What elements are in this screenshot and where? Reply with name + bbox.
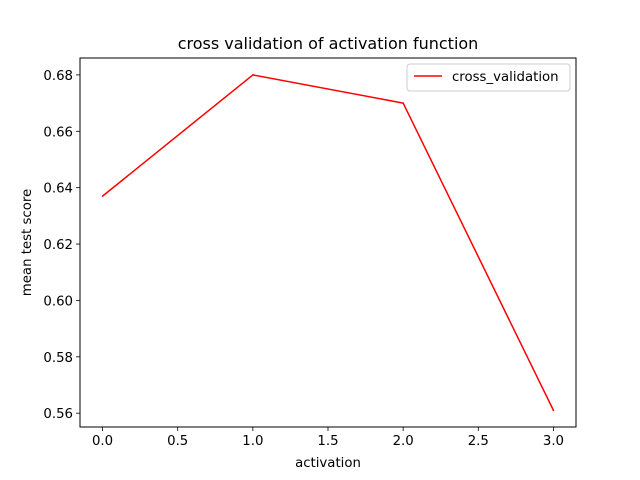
y-tick-label: 0.58 xyxy=(43,351,73,366)
y-tick-label: 0.68 xyxy=(43,69,73,84)
x-tick-label: 3.0 xyxy=(543,434,564,449)
x-tick-label: 1.0 xyxy=(242,434,263,449)
legend: cross_validation xyxy=(406,63,571,92)
legend-label: cross_validation xyxy=(452,70,559,85)
y-tick-label: 0.60 xyxy=(43,294,73,309)
y-axis: 0.56 0.58 0.60 0.62 0.64 0.66 0.68 xyxy=(43,69,80,422)
y-tick-label: 0.66 xyxy=(43,125,73,140)
data-point xyxy=(252,74,254,76)
data-point xyxy=(402,102,404,104)
data-point xyxy=(101,195,104,197)
chart-title: cross validation of activation function xyxy=(178,34,479,53)
series-layer xyxy=(101,74,555,412)
series-line-cross_validation xyxy=(102,74,555,411)
legend-box xyxy=(406,63,571,92)
data-point xyxy=(552,409,555,412)
x-axis-title: activation xyxy=(295,456,361,471)
x-tick-label: 0.0 xyxy=(92,434,113,449)
x-tick-label: 1.5 xyxy=(317,434,338,449)
x-tick-label: 2.5 xyxy=(468,434,489,449)
x-tick-label: 0.5 xyxy=(167,434,188,449)
x-tick-label: 2.0 xyxy=(393,434,414,449)
y-tick-label: 0.62 xyxy=(43,238,73,253)
y-axis-title: mean test score xyxy=(20,189,35,296)
x-axis: 0.0 0.5 1.0 1.5 2.0 2.5 3.0 xyxy=(92,427,564,449)
y-tick-label: 0.64 xyxy=(43,182,73,197)
y-tick-label: 0.56 xyxy=(43,407,73,422)
